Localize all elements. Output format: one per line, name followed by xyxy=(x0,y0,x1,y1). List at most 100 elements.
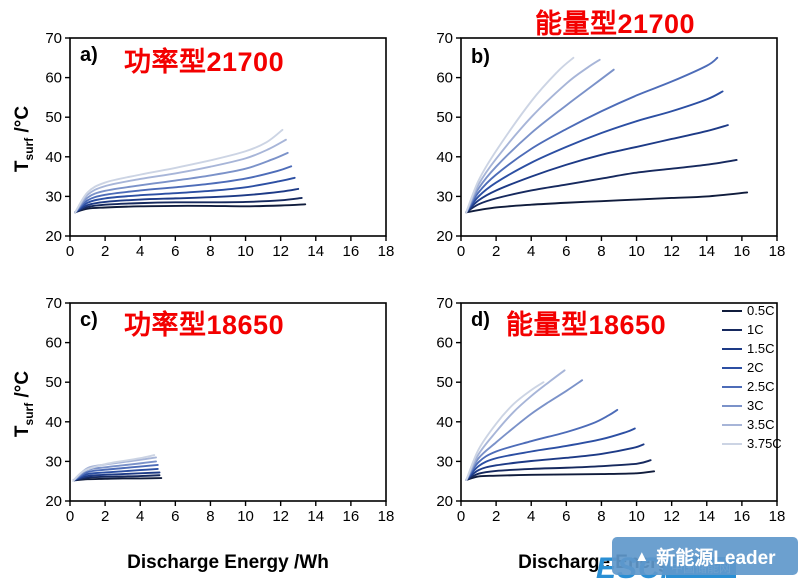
x-tick-label: 6 xyxy=(171,508,179,525)
y-tick-label: 20 xyxy=(45,228,62,245)
series-line-1.5C xyxy=(74,187,300,214)
legend-item: 2C xyxy=(722,358,782,377)
x-tick-label: 18 xyxy=(378,508,395,525)
panel-d-title: 能量型18650 xyxy=(506,310,667,340)
y-tick-label: 40 xyxy=(45,414,62,431)
series-line-2C xyxy=(74,176,296,214)
y-axis-symbol: T xyxy=(12,160,33,173)
y-axis-subscript: surf xyxy=(21,137,36,161)
y-axis-unit: /°C xyxy=(12,105,33,138)
legend-swatch xyxy=(722,328,742,331)
legend-item: 3C xyxy=(722,396,782,415)
series-line-1C xyxy=(74,197,303,214)
x-tick-label: 4 xyxy=(136,243,144,260)
y-axis-unit: /°C xyxy=(12,370,33,403)
x-tick-label: 16 xyxy=(343,243,360,260)
x-tick-label: 10 xyxy=(628,243,645,260)
series-line-2.5C xyxy=(465,56,719,214)
x-tick-label: 18 xyxy=(769,508,786,525)
x-tick-label: 6 xyxy=(562,508,570,525)
plot-frame xyxy=(460,302,778,502)
legend-swatch xyxy=(722,309,742,312)
legend: 0.5C 1C 1.5C 2C 2.5C 3C 3.5C 3.75C xyxy=(722,301,782,453)
y-tick-label: 70 xyxy=(436,30,453,47)
series-line-3.75C xyxy=(465,56,575,214)
y-tick-label: 60 xyxy=(436,70,453,87)
legend-label: 1.5C xyxy=(747,341,775,356)
y-tick-label: 70 xyxy=(436,295,453,312)
series-line-1C xyxy=(465,159,738,214)
panel-c-label: c) xyxy=(80,309,98,331)
x-tick-label: 0 xyxy=(457,508,465,525)
y-tick-label: 40 xyxy=(436,414,453,431)
y-axis-label-bottom: Tsurf /°C xyxy=(12,319,36,489)
x-tick-label: 4 xyxy=(136,508,144,525)
x-tick-label: 14 xyxy=(698,508,715,525)
legend-swatch xyxy=(722,385,742,388)
plot-frame xyxy=(69,302,387,502)
legend-item: 3.75C xyxy=(722,434,782,453)
legend-label: 0.5C xyxy=(747,303,775,318)
y-axis-subscript: surf xyxy=(21,402,36,426)
series-line-3.75C xyxy=(72,454,156,482)
x-tick-label: 6 xyxy=(562,243,570,260)
series-line-3.75C xyxy=(465,381,545,481)
panel-b-title: 能量型21700 xyxy=(534,9,696,39)
series-line-1C xyxy=(465,459,652,481)
x-tick-label: 2 xyxy=(101,243,109,260)
panel-a-label: a) xyxy=(80,44,98,66)
y-axis-label-top: Tsurf /°C xyxy=(12,54,36,224)
x-tick-label: 8 xyxy=(597,243,605,260)
legend-item: 0.5C xyxy=(722,301,782,320)
series-line-0.5C xyxy=(465,470,656,481)
series-line-3C xyxy=(465,68,615,214)
legend-swatch xyxy=(722,423,742,426)
legend-label: 3C xyxy=(747,398,764,413)
x-tick-label: 12 xyxy=(272,243,289,260)
x-tick-label: 10 xyxy=(628,508,645,525)
y-tick-label: 30 xyxy=(436,453,453,470)
y-tick-label: 30 xyxy=(45,453,62,470)
x-tick-label: 4 xyxy=(527,243,535,260)
series-line-3C xyxy=(465,379,584,481)
y-tick-label: 50 xyxy=(45,109,62,126)
x-tick-label: 12 xyxy=(663,243,680,260)
series-line-1.5C xyxy=(465,443,645,481)
legend-item: 1.5C xyxy=(722,339,782,358)
legend-label: 3.5C xyxy=(747,417,775,432)
y-tick-label: 20 xyxy=(436,493,453,510)
legend-label: 2.5C xyxy=(747,379,775,394)
x-tick-label: 0 xyxy=(457,243,465,260)
chart-panel-a: 0 2 4 6 8 10 12 14 16 18 20 30 40 50 60 70 xyxy=(45,30,394,260)
legend-label: 1C xyxy=(747,322,764,337)
series-line-1.5C xyxy=(72,471,161,482)
series-line-1.5C xyxy=(465,124,729,214)
xinnengyuan-leader-watermark: ▲ 新能源Leader xyxy=(612,537,798,575)
x-tick-label: 12 xyxy=(272,508,289,525)
panel-a-title: 功率型21700 xyxy=(124,47,285,77)
chart-panel-d: 0 2 4 6 8 10 12 14 16 18 20 30 40 50 60 70 xyxy=(436,295,786,525)
x-tick-label: 10 xyxy=(237,243,254,260)
series-line-3.5C xyxy=(74,138,287,214)
x-tick-label: 2 xyxy=(492,243,500,260)
y-axis-symbol: T xyxy=(12,425,33,438)
watermark-brand-text: 新能源Leader xyxy=(656,547,776,569)
series-line-2.5C xyxy=(74,165,293,214)
panel-c-title: 功率型18650 xyxy=(124,310,285,340)
x-tick-label: 8 xyxy=(206,243,214,260)
x-tick-label: 12 xyxy=(663,508,680,525)
series-line-0.5C xyxy=(72,477,163,482)
legend-swatch xyxy=(722,442,742,445)
legend-item: 1C xyxy=(722,320,782,339)
panel-b-label: b) xyxy=(471,46,490,68)
y-tick-label: 70 xyxy=(45,295,62,312)
plot-frame xyxy=(69,37,387,237)
chart-panel-c: 0 2 4 6 8 10 12 14 16 18 20 30 40 50 60 70 xyxy=(45,295,395,525)
mountain-logo-icon: ▲ xyxy=(634,547,650,565)
x-tick-label: 14 xyxy=(307,508,324,525)
x-tick-label: 6 xyxy=(171,243,179,260)
y-tick-label: 30 xyxy=(436,188,453,205)
panel-d-label: d) xyxy=(471,309,490,331)
legend-item: 3.5C xyxy=(722,415,782,434)
x-tick-label: 14 xyxy=(698,243,715,260)
